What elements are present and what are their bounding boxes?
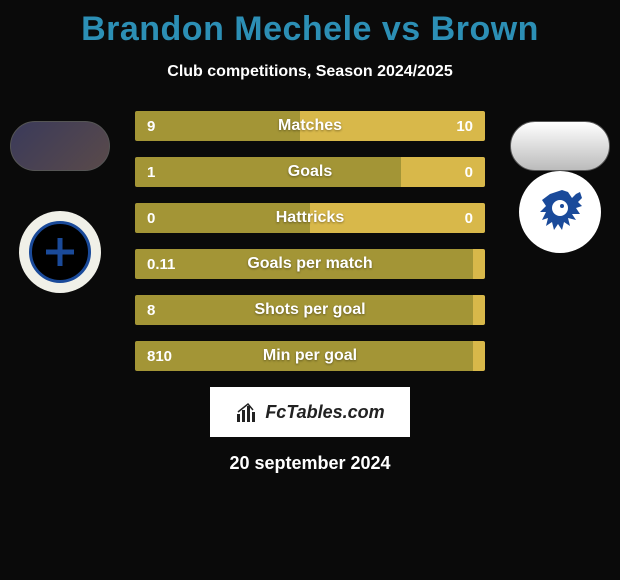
stat-right-value <box>473 341 485 371</box>
club-right-logo <box>510 171 610 253</box>
page-title: Brandon Mechele vs Brown <box>0 0 620 49</box>
native-head-icon <box>532 184 588 240</box>
stat-right-value <box>473 249 485 279</box>
brand-text: FcTables.com <box>265 402 384 423</box>
player-right-avatar <box>510 121 610 171</box>
comparison-area: 910Matches 10Goals 00Hattricks 0.11Goals pe… <box>0 111 620 474</box>
club-left-logo <box>10 211 110 293</box>
player-left-avatar <box>10 121 110 171</box>
stat-right-value <box>473 295 485 325</box>
chart-icon <box>235 402 259 422</box>
stat-right-value: 0 <box>401 157 485 187</box>
stat-right-value: 0 <box>310 203 485 233</box>
stat-left-value: 0 <box>135 203 310 233</box>
stat-row: 910Matches <box>135 111 485 141</box>
stat-row: 10Goals <box>135 157 485 187</box>
stat-left-value: 1 <box>135 157 401 187</box>
stat-row: 810Min per goal <box>135 341 485 371</box>
subtitle: Club competitions, Season 2024/2025 <box>0 63 620 81</box>
stat-row: 8Shots per goal <box>135 295 485 325</box>
stat-left-value: 0.11 <box>135 249 473 279</box>
stat-bars: 910Matches 10Goals 00Hattricks 0.11Goals pe… <box>135 111 485 371</box>
stat-left-value: 9 <box>135 111 300 141</box>
stat-row: 00Hattricks <box>135 203 485 233</box>
stat-row: 0.11Goals per match <box>135 249 485 279</box>
brand-badge: FcTables.com <box>210 387 410 437</box>
stat-left-value: 8 <box>135 295 473 325</box>
club-gent-badge <box>519 171 601 253</box>
club-brugge-badge <box>19 211 101 293</box>
stat-left-value: 810 <box>135 341 473 371</box>
stat-right-value: 10 <box>300 111 486 141</box>
date-label: 20 september 2024 <box>0 453 620 474</box>
